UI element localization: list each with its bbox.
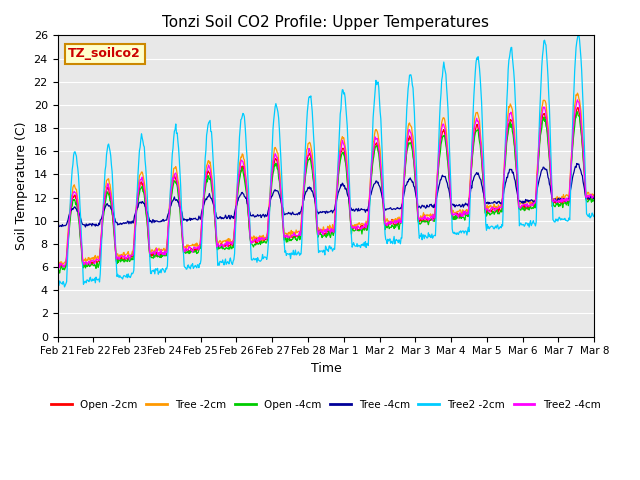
Open -4cm	[412, 186, 420, 192]
Tree -2cm	[412, 174, 420, 180]
Tree2 -2cm	[591, 213, 598, 218]
Legend: Open -2cm, Tree -2cm, Open -4cm, Tree -4cm, Tree2 -2cm, Tree2 -4cm: Open -2cm, Tree -2cm, Open -4cm, Tree -4…	[47, 396, 605, 414]
Open -2cm	[412, 182, 420, 188]
Tree2 -4cm	[216, 244, 224, 250]
Open -4cm	[243, 191, 250, 197]
Tree -2cm	[243, 178, 250, 184]
Tree2 -2cm	[243, 146, 250, 152]
Tree2 -4cm	[382, 221, 390, 227]
Text: TZ_soilco2: TZ_soilco2	[68, 48, 141, 60]
Tree -2cm	[54, 262, 61, 267]
Tree2 -4cm	[591, 193, 598, 199]
Tree2 -2cm	[574, 31, 582, 37]
Line: Tree2 -4cm: Tree2 -4cm	[58, 100, 595, 267]
Open -4cm	[263, 239, 271, 245]
Tree -4cm	[54, 222, 61, 228]
Tree2 -4cm	[263, 236, 271, 241]
Open -4cm	[591, 197, 598, 203]
Tree -2cm	[59, 262, 67, 268]
Tree -4cm	[263, 214, 271, 219]
Title: Tonzi Soil CO2 Profile: Upper Temperatures: Tonzi Soil CO2 Profile: Upper Temperatur…	[163, 15, 490, 30]
Line: Open -4cm: Open -4cm	[58, 112, 595, 273]
Tree2 -2cm	[54, 281, 61, 287]
Open -2cm	[263, 236, 271, 242]
Open -2cm	[591, 192, 598, 198]
Open -2cm	[574, 105, 582, 110]
X-axis label: Time: Time	[310, 362, 341, 375]
Tree -4cm	[243, 195, 250, 201]
Open -2cm	[216, 243, 224, 249]
Tree -2cm	[382, 219, 390, 225]
Tree2 -2cm	[216, 259, 224, 264]
Tree -2cm	[591, 193, 598, 199]
Tree -4cm	[591, 193, 598, 199]
Tree2 -4cm	[243, 182, 250, 188]
Tree -4cm	[382, 207, 390, 213]
Open -4cm	[382, 224, 390, 229]
Tree -2cm	[573, 90, 581, 96]
Line: Tree2 -2cm: Tree2 -2cm	[58, 34, 595, 287]
Open -4cm	[54, 266, 61, 272]
Open -4cm	[216, 245, 224, 251]
Tree -4cm	[573, 161, 580, 167]
Open -2cm	[382, 222, 390, 228]
Tree -4cm	[82, 224, 90, 230]
Open -4cm	[117, 256, 125, 262]
Tree -2cm	[216, 238, 224, 243]
Y-axis label: Soil Temperature (C): Soil Temperature (C)	[15, 122, 28, 250]
Tree2 -4cm	[54, 264, 61, 270]
Tree -2cm	[117, 252, 125, 257]
Open -2cm	[54, 264, 62, 270]
Open -2cm	[54, 264, 61, 269]
Tree2 -4cm	[117, 252, 125, 258]
Tree2 -4cm	[56, 264, 63, 270]
Tree2 -4cm	[573, 97, 581, 103]
Line: Tree -2cm: Tree -2cm	[58, 93, 595, 265]
Open -2cm	[117, 254, 125, 260]
Tree2 -2cm	[412, 146, 420, 152]
Tree2 -4cm	[412, 179, 420, 185]
Tree2 -2cm	[117, 275, 125, 280]
Tree -4cm	[216, 214, 224, 220]
Open -2cm	[243, 185, 250, 191]
Tree -4cm	[412, 192, 420, 197]
Open -4cm	[56, 270, 63, 276]
Tree -2cm	[263, 232, 271, 238]
Line: Tree -4cm: Tree -4cm	[58, 164, 595, 227]
Open -4cm	[573, 109, 581, 115]
Tree2 -2cm	[61, 284, 68, 290]
Tree2 -2cm	[382, 237, 390, 242]
Line: Open -2cm: Open -2cm	[58, 108, 595, 267]
Tree -4cm	[117, 221, 125, 227]
Tree2 -2cm	[263, 256, 271, 262]
